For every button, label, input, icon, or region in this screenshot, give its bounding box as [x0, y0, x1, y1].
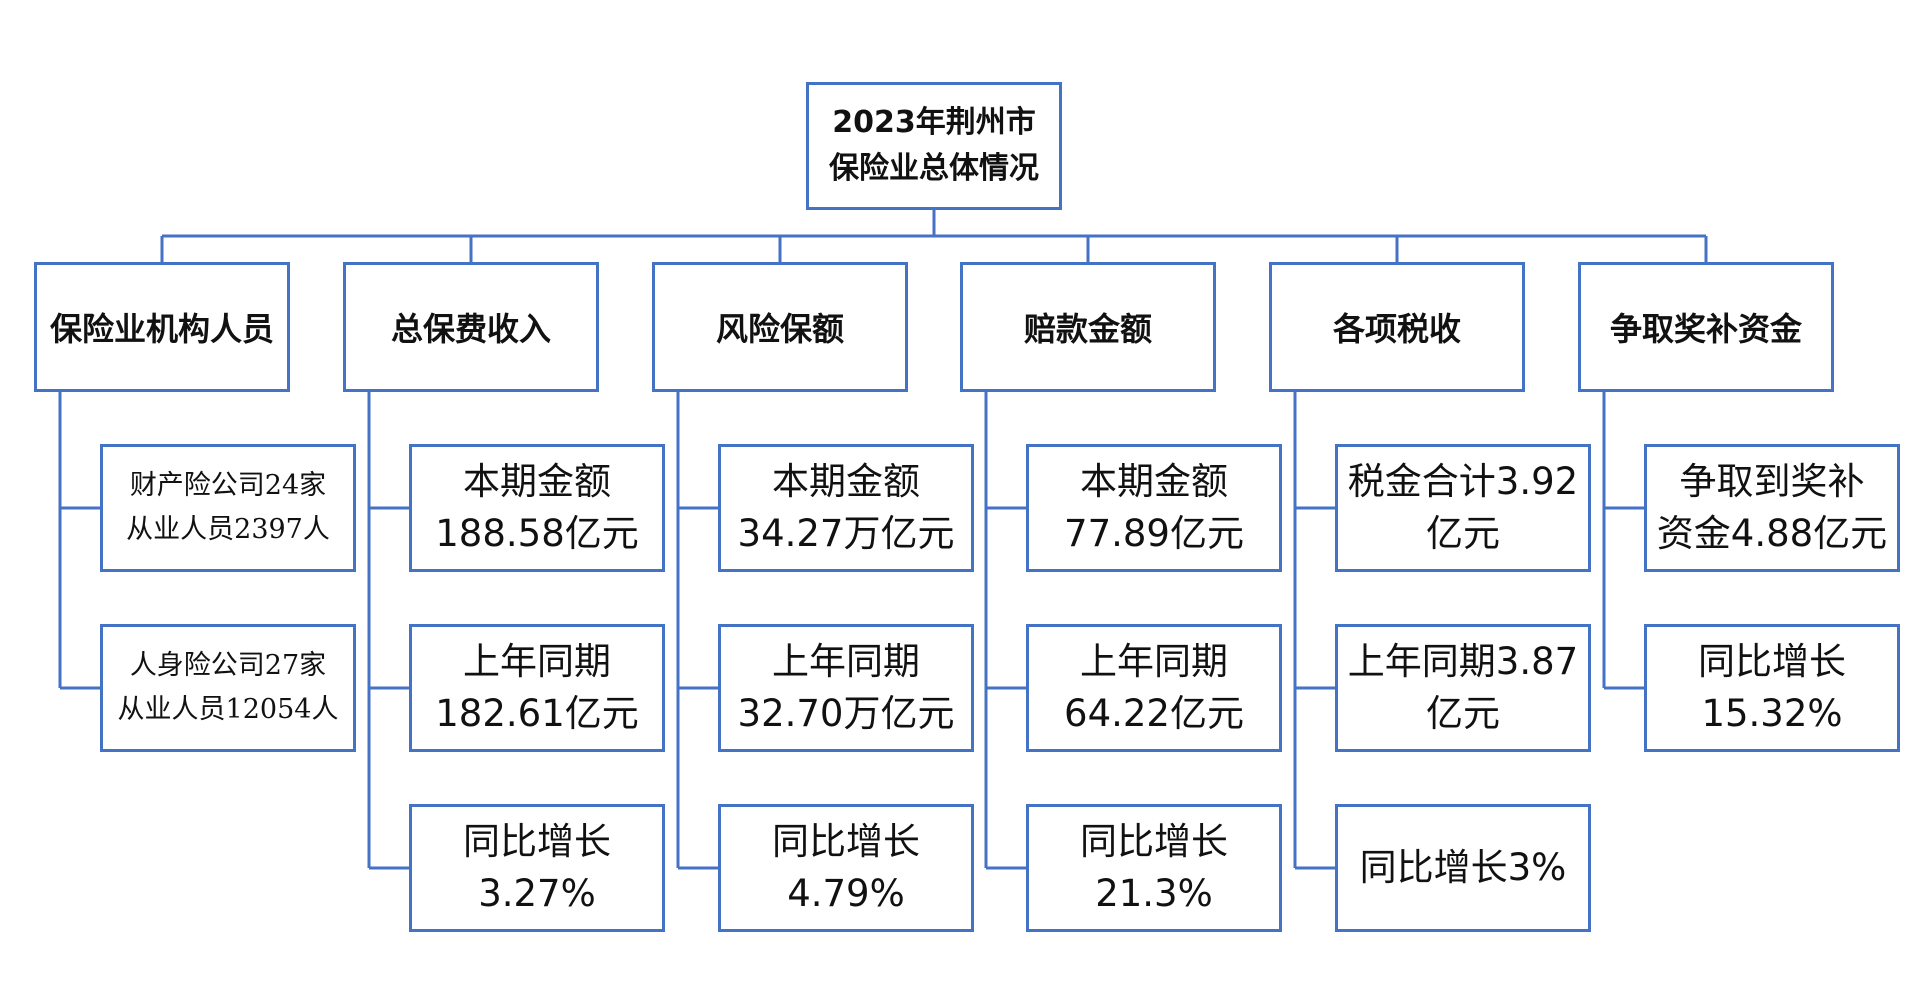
leaf-box-3-3-line-2: 4.79%	[787, 872, 905, 915]
root-title-box: 2023年荆州市 保险业总体情况	[806, 82, 1062, 210]
category-box-5-line-1: 各项税收	[1332, 310, 1461, 348]
leaf-box-6-2: 同比增长 15.32%	[1644, 624, 1900, 752]
leaf-box-2-1-line-2: 188.58亿元	[435, 512, 639, 555]
root-title-box-line-2: 保险业总体情况	[829, 151, 1039, 186]
leaf-box-5-1: 税金合计3.92 亿元	[1335, 444, 1591, 572]
leaf-box-1-2-line-1: 人身险公司27家	[129, 650, 327, 681]
leaf-box-1-1-line-2: 从业人员2397人	[126, 514, 330, 545]
leaf-box-6-2-line-2: 15.32%	[1701, 692, 1843, 735]
leaf-box-4-3: 同比增长 21.3%	[1026, 804, 1282, 932]
category-box-1: 保险业机构人员	[34, 262, 290, 392]
leaf-box-4-1-line-1: 本期金额	[1080, 460, 1228, 503]
category-box-2: 总保费收入	[343, 262, 599, 392]
leaf-box-2-2-line-2: 182.61亿元	[435, 692, 639, 735]
leaf-box-5-2-line-1: 上年同期3.87	[1347, 640, 1579, 683]
leaf-box-4-2-line-2: 64.22亿元	[1064, 692, 1244, 735]
category-box-1-line-1: 保险业机构人员	[49, 310, 274, 348]
leaf-box-5-3: 同比增长3%	[1335, 804, 1591, 932]
leaf-box-4-3-line-2: 21.3%	[1095, 872, 1213, 915]
leaf-box-2-2-line-1: 上年同期	[463, 640, 611, 683]
leaf-box-3-3-line-1: 同比增长	[772, 820, 920, 863]
category-box-6: 争取奖补资金	[1578, 262, 1834, 392]
leaf-box-5-1-line-1: 税金合计3.92	[1347, 460, 1579, 503]
leaf-box-5-2: 上年同期3.87 亿元	[1335, 624, 1591, 752]
leaf-box-2-3-line-2: 3.27%	[478, 872, 596, 915]
leaf-box-3-3: 同比增长 4.79%	[718, 804, 974, 932]
leaf-box-4-1-line-2: 77.89亿元	[1064, 512, 1244, 555]
category-box-5: 各项税收	[1269, 262, 1525, 392]
leaf-box-3-2-line-1: 上年同期	[772, 640, 920, 683]
category-box-3: 风险保额	[652, 262, 908, 392]
leaf-box-2-2: 上年同期 182.61亿元	[409, 624, 665, 752]
leaf-box-6-1: 争取到奖补资金4.88亿元	[1644, 444, 1900, 572]
category-box-6-line-1: 争取奖补资金	[1609, 310, 1802, 348]
leaf-box-2-1: 本期金额 188.58亿元	[409, 444, 665, 572]
category-box-2-line-1: 总保费收入	[390, 310, 551, 348]
leaf-box-1-2-line-2: 从业人员12054人	[117, 694, 339, 725]
leaf-box-5-3-line-1: 同比增长3%	[1359, 846, 1567, 889]
leaf-box-1-1-line-1: 财产险公司24家	[129, 470, 327, 501]
leaf-box-5-2-line-2: 亿元	[1426, 692, 1500, 735]
leaf-box-3-1: 本期金额 34.27万亿元	[718, 444, 974, 572]
leaf-box-3-1-line-2: 34.27万亿元	[737, 512, 955, 555]
leaf-box-4-2-line-1: 上年同期	[1080, 640, 1228, 683]
leaf-box-4-3-line-1: 同比增长	[1080, 820, 1228, 863]
leaf-box-1-1: 财产险公司24家 从业人员2397人	[100, 444, 356, 572]
category-box-4: 赔款金额	[960, 262, 1216, 392]
leaf-box-4-1: 本期金额 77.89亿元	[1026, 444, 1282, 572]
leaf-box-2-1-line-1: 本期金额	[463, 460, 611, 503]
leaf-box-3-2: 上年同期 32.70万亿元	[718, 624, 974, 752]
leaf-box-5-1-line-2: 亿元	[1426, 512, 1500, 555]
leaf-box-6-1-line-1: 争取到奖补	[1679, 460, 1865, 503]
leaf-box-2-3: 同比增长 3.27%	[409, 804, 665, 932]
leaf-box-6-2-line-1: 同比增长	[1698, 640, 1846, 683]
root-title-box-line-1: 2023年荆州市	[832, 105, 1036, 140]
leaf-box-4-2: 上年同期 64.22亿元	[1026, 624, 1282, 752]
leaf-box-1-2: 人身险公司27家 从业人员12054人	[100, 624, 356, 752]
leaf-box-3-2-line-2: 32.70万亿元	[737, 692, 955, 735]
category-box-3-line-1: 风险保额	[715, 310, 844, 348]
leaf-box-3-1-line-1: 本期金额	[772, 460, 920, 503]
category-box-4-line-1: 赔款金额	[1023, 310, 1152, 348]
leaf-box-2-3-line-1: 同比增长	[463, 820, 611, 863]
leaf-box-6-1-line-2: 资金4.88亿元	[1656, 512, 1888, 555]
